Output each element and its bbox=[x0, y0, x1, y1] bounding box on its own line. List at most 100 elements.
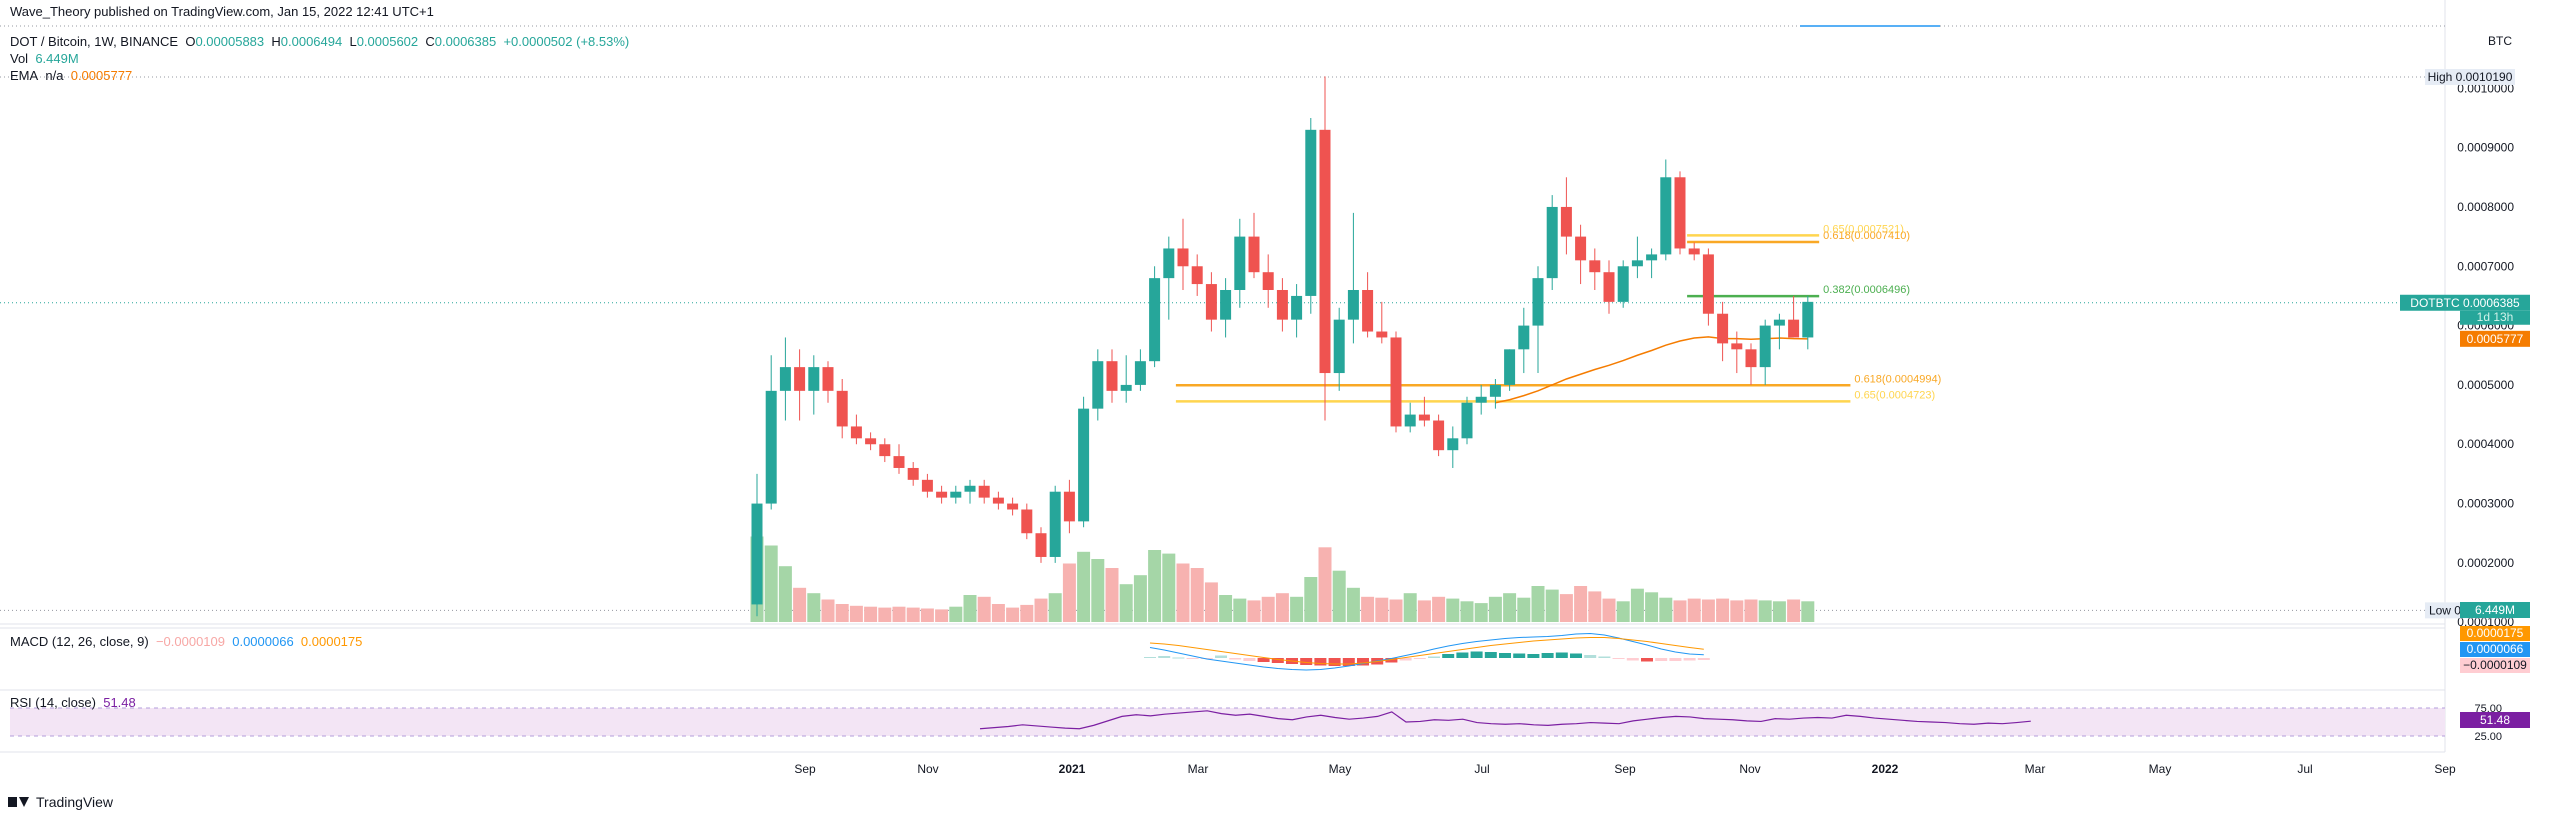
axes-layer: 0.0001000 0.0002000 0.0003000 0.0004000 0.00… bbox=[794, 34, 2530, 776]
candle-body bbox=[1149, 278, 1161, 362]
time-tick-label: Jul bbox=[1474, 762, 1489, 776]
macd-label: MACD (12, 26, close, 9) bbox=[10, 634, 149, 649]
macd-histogram-bar bbox=[1158, 656, 1171, 658]
macd-histogram-bar bbox=[1641, 658, 1653, 662]
candle-body bbox=[1589, 260, 1601, 273]
candle-body bbox=[1248, 236, 1260, 273]
candle-body bbox=[808, 367, 820, 391]
open-label: O bbox=[185, 34, 196, 49]
volume-bar bbox=[1361, 596, 1375, 622]
volume-bar bbox=[1488, 596, 1502, 622]
macd-histogram-bar bbox=[1328, 658, 1341, 666]
candle-body bbox=[1674, 177, 1686, 249]
time-tick-label: Sep bbox=[2434, 762, 2456, 776]
rsi-layer bbox=[10, 707, 2445, 737]
macd-histogram-bar bbox=[1342, 658, 1355, 666]
macd-histogram-bar bbox=[1428, 656, 1440, 658]
rsi-axis-label-bg bbox=[2460, 712, 2530, 728]
time-tick-label: 2022 bbox=[1872, 762, 1899, 776]
candle-body bbox=[865, 438, 877, 445]
last-price-label-bg bbox=[2400, 294, 2530, 311]
volume-bar bbox=[1375, 597, 1389, 622]
volume-bar bbox=[878, 607, 892, 622]
volume-bar bbox=[764, 545, 778, 622]
candle-body bbox=[978, 485, 990, 498]
candle-body bbox=[1759, 325, 1771, 368]
candle-body bbox=[1092, 361, 1104, 409]
volume-bar bbox=[835, 604, 849, 622]
volume-bar bbox=[1616, 601, 1630, 622]
volume-bar bbox=[1162, 553, 1176, 622]
volume-price-label-bg bbox=[2460, 602, 2530, 618]
volume-bar bbox=[1148, 550, 1162, 622]
volume-bar bbox=[1673, 600, 1687, 622]
time-tick-label: Sep bbox=[794, 762, 816, 776]
fib-level-label: 0.382(0.0006496) bbox=[1823, 284, 1910, 296]
candle-body bbox=[850, 426, 862, 439]
candle-body bbox=[1035, 533, 1047, 557]
volume-bar bbox=[1432, 596, 1446, 622]
volume-bar bbox=[1304, 577, 1318, 622]
time-tick-label: 2021 bbox=[1059, 762, 1086, 776]
volume-bar bbox=[1048, 593, 1062, 622]
volume-bar bbox=[1772, 601, 1786, 622]
candle-body bbox=[921, 479, 933, 492]
volume-bar bbox=[1659, 597, 1673, 622]
candle-body bbox=[1575, 236, 1587, 261]
candle-body bbox=[1205, 284, 1217, 320]
volume-bar bbox=[1077, 551, 1091, 622]
ema-layer bbox=[1495, 336, 1808, 404]
ema-line: EMA n/a 0.0005777 bbox=[10, 68, 132, 83]
candle-body bbox=[1291, 295, 1303, 320]
volume-bar bbox=[991, 604, 1005, 622]
tradingview-footer[interactable]: TradingView bbox=[8, 794, 113, 810]
candle-body bbox=[1063, 491, 1075, 522]
candle-body bbox=[1688, 248, 1700, 255]
volume-bar bbox=[1545, 589, 1559, 622]
candle-body bbox=[1347, 289, 1359, 320]
fibonacci-layer[interactable]: 0.65(0.0007521)0.618(0.0007410) 0.382(0.0… bbox=[1175, 223, 1941, 403]
volume-bar bbox=[1062, 563, 1076, 622]
macd-histogram-bar bbox=[1399, 658, 1412, 661]
publisher-text: Wave_Theory published on TradingView.com… bbox=[10, 4, 434, 19]
volume-bar bbox=[1020, 604, 1034, 622]
volume-bar bbox=[1687, 598, 1701, 622]
candles-layer[interactable] bbox=[751, 76, 1814, 617]
volume-bar bbox=[1034, 598, 1048, 622]
candle-body bbox=[1049, 491, 1061, 557]
ema-label: EMA bbox=[10, 68, 39, 83]
volume-bar bbox=[1219, 595, 1233, 622]
volume-bar bbox=[1346, 587, 1360, 622]
volume-bar bbox=[1290, 596, 1304, 622]
rsi-band bbox=[10, 708, 2445, 736]
candle-body bbox=[1276, 289, 1288, 320]
time-tick-label: Mar bbox=[2025, 762, 2046, 776]
macd-histogram-bar bbox=[1172, 657, 1185, 659]
candle-body bbox=[1191, 266, 1203, 285]
macd-histogram-bar bbox=[1314, 658, 1327, 666]
candle-body bbox=[1220, 289, 1232, 320]
tradingview-brand: TradingView bbox=[36, 794, 114, 810]
candle-body bbox=[1078, 408, 1090, 522]
candle-body bbox=[1631, 260, 1643, 267]
last-price-label: DOTBTC 0.0006385 bbox=[2410, 296, 2520, 310]
high-value: 0.0006494 bbox=[280, 34, 343, 49]
rsi-label: RSI (14, close) bbox=[10, 695, 96, 710]
candle-body bbox=[1617, 266, 1629, 302]
candle-body bbox=[1362, 289, 1374, 332]
macd-histogram-bar bbox=[1598, 656, 1611, 658]
macd-histogram-bar bbox=[1527, 654, 1540, 658]
candle-body bbox=[1773, 319, 1785, 326]
volume-label: Vol bbox=[10, 51, 29, 66]
macd-signal-axis-label-bg bbox=[2460, 626, 2530, 641]
low-value: 0.0005602 bbox=[356, 34, 419, 49]
volume-bar bbox=[864, 606, 878, 622]
volume-bar bbox=[1091, 559, 1105, 622]
candle-body bbox=[992, 497, 1004, 504]
candle-body bbox=[1305, 129, 1317, 296]
candle-body bbox=[1418, 414, 1430, 421]
candle-body bbox=[1660, 177, 1672, 255]
candle-body bbox=[1646, 254, 1658, 261]
